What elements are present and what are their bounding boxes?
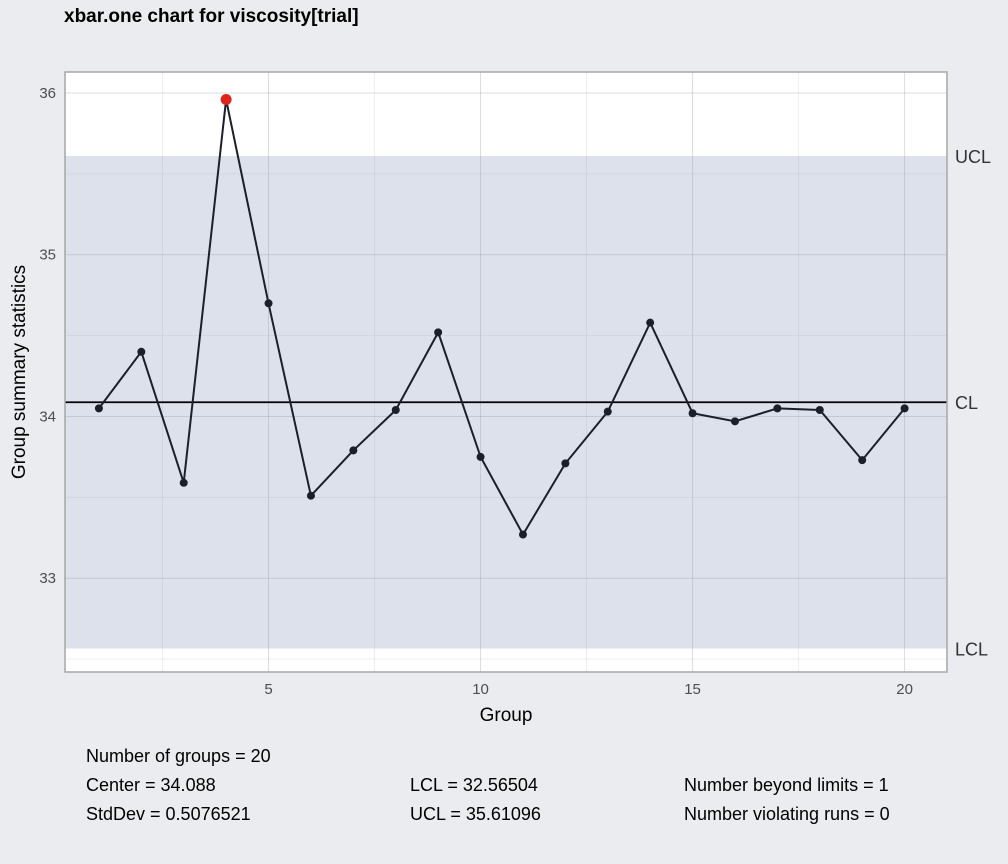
y-axis-title: Group summary statistics — [9, 265, 30, 479]
stats-middle: LCL = 32.56504 UCL = 35.61096 — [410, 771, 541, 829]
data-point — [646, 318, 655, 327]
x-tick-label: 20 — [896, 681, 913, 698]
data-point — [94, 404, 103, 413]
data-point — [476, 452, 485, 461]
data-point — [434, 328, 443, 337]
y-tick-label: 34 — [39, 408, 56, 425]
data-point — [264, 299, 273, 308]
stats-left: Number of groups = 20 Center = 34.088 St… — [86, 742, 271, 829]
data-point — [349, 446, 358, 455]
data-series-line — [98, 99, 906, 537]
data-point — [730, 417, 739, 426]
data-point — [603, 407, 612, 416]
y-tick-label: 35 — [39, 247, 56, 264]
x-tick-label: 5 — [264, 681, 272, 698]
lcl-label: LCL — [955, 640, 988, 660]
x-axis-title: Group — [480, 705, 533, 726]
stat-beyond-limits: Number beyond limits = 1 — [684, 775, 889, 795]
stat-violating-runs: Number violating runs = 0 — [684, 804, 890, 824]
data-point — [773, 404, 782, 413]
data-point — [179, 478, 188, 487]
plot-border — [64, 71, 948, 673]
stat-number-of-groups: Number of groups = 20 — [86, 746, 271, 766]
x-tick-label: 10 — [472, 681, 489, 698]
y-tick-label: 33 — [39, 570, 56, 587]
data-point — [815, 406, 824, 415]
cl-label: CL — [955, 393, 978, 413]
x-tick-label: 15 — [684, 681, 701, 698]
data-point — [900, 404, 909, 413]
y-tick-label: 36 — [39, 85, 56, 102]
stat-ucl: UCL = 35.61096 — [410, 804, 541, 824]
ucl-label: UCL — [955, 147, 991, 167]
data-point — [858, 456, 867, 465]
violation-point — [220, 93, 232, 105]
stat-center: Center = 34.088 — [86, 775, 216, 795]
data-point — [391, 406, 400, 415]
chart-title: xbar.one chart for viscosity[trial] — [64, 6, 359, 27]
data-point — [518, 530, 527, 539]
data-point — [688, 409, 697, 418]
stat-stddev: StdDev = 0.5076521 — [86, 804, 251, 824]
data-point — [306, 491, 315, 500]
stats-right: Number beyond limits = 1 Number violatin… — [684, 771, 890, 829]
data-point — [137, 347, 146, 356]
data-point — [561, 459, 570, 468]
stat-lcl: LCL = 32.56504 — [410, 775, 538, 795]
